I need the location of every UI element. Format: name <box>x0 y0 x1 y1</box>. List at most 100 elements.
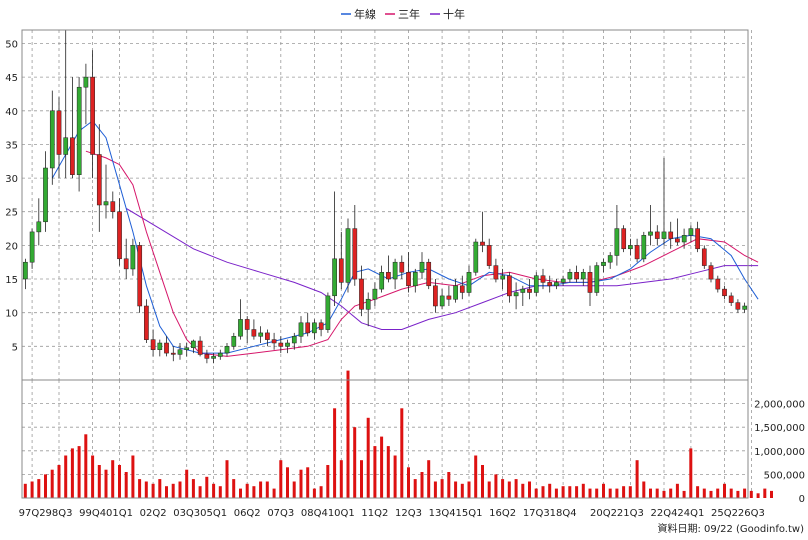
candle <box>164 336 169 357</box>
candle <box>365 292 371 327</box>
candle-body <box>728 295 734 303</box>
volume-bar <box>682 490 686 498</box>
volume-bar <box>346 370 350 498</box>
x-tick-label: 12Q3 <box>395 508 422 519</box>
volume-bar <box>306 467 310 498</box>
candle-body <box>607 255 613 263</box>
volume-frame <box>21 379 749 499</box>
volume-bar <box>770 490 773 498</box>
volume-y-tick-label: 1,500,000 <box>754 423 805 434</box>
volume-bar <box>723 483 726 498</box>
candle-body <box>345 228 351 283</box>
volume-bar <box>64 455 68 498</box>
volume-bar <box>124 472 128 498</box>
candle <box>43 151 48 232</box>
candle <box>722 285 727 300</box>
x-tick-label: 13Q4 <box>429 508 456 519</box>
x-tick-label: 11Q2 <box>361 508 388 519</box>
candle-body <box>426 261 432 287</box>
candle-body <box>278 342 284 347</box>
candle <box>305 312 311 337</box>
volume-bar <box>595 488 599 498</box>
candle <box>601 258 606 273</box>
x-tick-label: 08Q4 <box>301 508 328 519</box>
candle <box>76 77 82 192</box>
volume-bar <box>272 488 276 498</box>
volume-bar <box>138 479 142 498</box>
volume-bar <box>521 483 525 498</box>
x-tick-label: 15Q1 <box>456 508 483 519</box>
volume-bar <box>30 481 34 498</box>
candle <box>56 97 62 179</box>
volume-bar <box>675 483 679 498</box>
candle-body <box>554 282 559 287</box>
candle <box>668 221 674 249</box>
candle <box>621 225 627 253</box>
candle <box>587 265 593 306</box>
candle <box>466 265 472 296</box>
candle-body <box>184 347 190 350</box>
volume-bar <box>467 481 471 498</box>
volume-bar <box>191 479 195 498</box>
volume-bar <box>373 446 377 498</box>
volume-bar <box>23 483 27 498</box>
volume-bar <box>232 479 236 498</box>
candle-body <box>574 272 579 280</box>
candle <box>648 205 653 246</box>
candle-body <box>150 339 156 350</box>
candle <box>117 198 122 266</box>
volume-bar <box>454 481 458 498</box>
candle <box>742 302 748 313</box>
candle-body <box>312 322 317 334</box>
candle-body <box>170 352 176 355</box>
volume-bar <box>534 488 538 498</box>
candle <box>271 332 277 350</box>
candle-body <box>103 201 109 206</box>
volume-bar <box>131 455 135 498</box>
candle <box>567 268 573 283</box>
candle-body <box>285 342 290 347</box>
candle <box>184 343 190 357</box>
candle <box>500 268 506 290</box>
candle <box>701 245 707 269</box>
candle <box>130 238 136 276</box>
volume-bar <box>286 467 289 498</box>
volume-bar <box>628 486 632 498</box>
price-y-tick-label: 50 <box>5 40 18 51</box>
legend-label-3year: 三年 <box>398 7 420 21</box>
volume-bar <box>662 490 666 498</box>
volume-y-axis: 0 500,000 1,000,000 1,500,000 2,000,000 <box>754 400 805 505</box>
volume-bar <box>548 483 552 498</box>
x-tick-label: 02Q2 <box>140 508 167 519</box>
volume-bar <box>37 479 41 498</box>
candle <box>406 252 411 293</box>
x-tick-label: 20Q2 <box>590 508 617 519</box>
volume-bar <box>225 460 229 498</box>
volume-bar <box>743 488 747 498</box>
volume-bar <box>151 483 155 498</box>
candle <box>634 238 640 263</box>
x-tick-label: 97Q2 <box>19 508 46 519</box>
candle <box>352 205 358 286</box>
candle <box>137 242 143 313</box>
candle <box>325 292 331 333</box>
candle <box>231 332 237 350</box>
candle <box>36 198 42 246</box>
candle-body <box>439 295 445 307</box>
candle-body <box>587 272 593 293</box>
volume-bar <box>433 481 437 498</box>
x-tick-label: 26Q3 <box>738 508 765 519</box>
candle <box>675 218 680 246</box>
candle-body <box>332 258 337 297</box>
volume-bar <box>487 481 491 498</box>
candle-body <box>668 231 674 239</box>
volume-bar <box>602 483 605 498</box>
candle-body <box>325 295 331 330</box>
candle-body <box>634 245 640 260</box>
volume-bar <box>366 417 370 498</box>
volume-bar <box>165 486 168 498</box>
volume-bar <box>84 434 88 498</box>
candle <box>641 231 647 263</box>
candle-body <box>701 248 707 266</box>
candle <box>580 268 586 286</box>
